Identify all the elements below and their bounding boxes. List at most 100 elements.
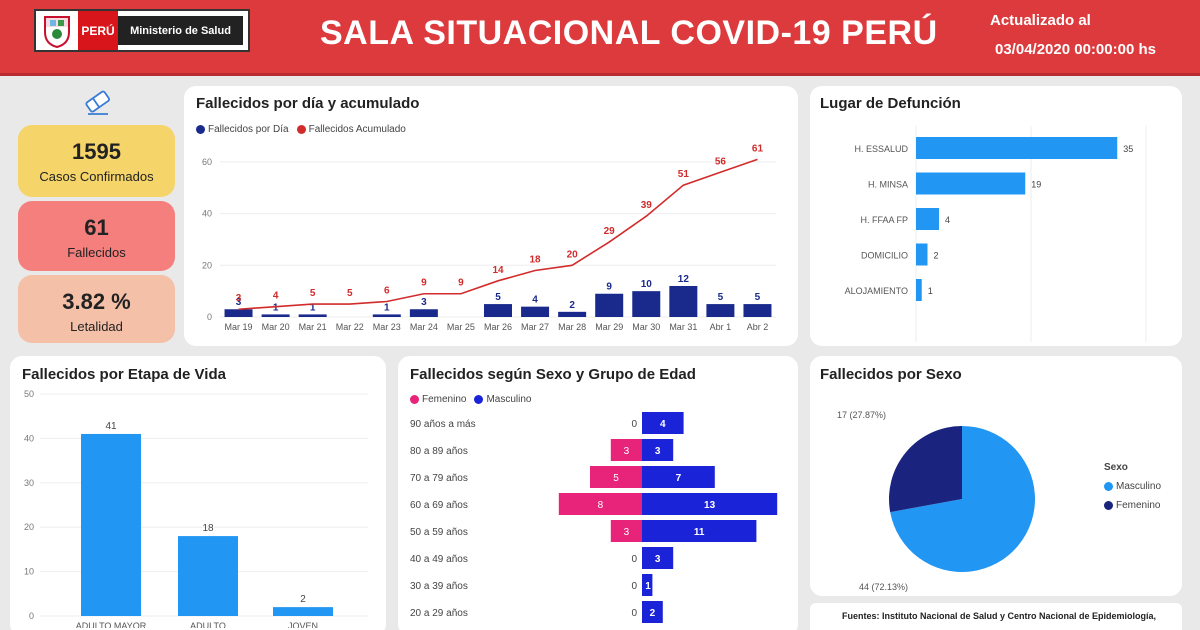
daily-bar	[224, 309, 253, 317]
y-tick-label: 30	[24, 478, 34, 488]
daily-bar	[298, 314, 327, 317]
place-bar	[916, 172, 1026, 195]
x-tick-label: Mar 21	[299, 322, 327, 332]
brand-ministry: Ministerio de Salud	[118, 16, 243, 45]
cumulative-data-label: 61	[752, 143, 764, 154]
legend-cumulative-label: Fallecidos Acumulado	[308, 124, 406, 135]
female-data-label: 8	[598, 500, 604, 511]
legend-femenino[interactable]: Femenino	[410, 394, 466, 405]
age-group-label: 60 a 69 años	[410, 500, 468, 511]
sex-legend-masculino-label: Masculino	[1116, 481, 1162, 492]
legend-masculino[interactable]: Masculino	[474, 394, 532, 405]
daily-data-label: 5	[755, 292, 761, 303]
male-data-label: 11	[694, 527, 705, 538]
life-stage-panel: Fallecidos por Etapa de Vida 0 10 20 30 40 50…	[10, 356, 386, 630]
category-label: DOMICILIO	[861, 251, 908, 261]
male-bar	[642, 574, 653, 596]
sex-pie-chart: 44 (72.13%) 17 (27.87%)	[837, 410, 1035, 592]
pie-slice	[890, 426, 1035, 572]
x-tick-label: ADULTO	[190, 621, 226, 628]
x-tick-label: Mar 25	[447, 322, 475, 332]
cumulative-data-label: 56	[715, 156, 727, 167]
life-data-label: 18	[202, 523, 214, 534]
place-bar	[916, 137, 1118, 159]
male-data-label: 13	[704, 500, 716, 511]
y-tick-label: 20	[24, 522, 34, 532]
daily-bar	[743, 304, 772, 317]
sex-age-title: Fallecidos según Sexo y Grupo de Edad	[410, 366, 696, 383]
sex-title: Fallecidos por Sexo	[820, 366, 962, 383]
y-tick-label: 10	[24, 567, 34, 577]
daily-deaths-legend: Fallecidos por Día Fallecidos Acumulado	[196, 124, 406, 135]
y-tick-label: 50	[24, 389, 34, 399]
life-bar	[178, 536, 238, 616]
updated-label: Actualizado al	[990, 12, 1091, 29]
legend-femenino-label: Femenino	[422, 394, 467, 405]
category-label: H. FFAA FP	[860, 215, 908, 225]
life-stage-chart: 0 10 20 30 40 50 41 ADULTO MAYOR 18 ADULTO 2 JOVEN	[24, 389, 368, 628]
daily-bar	[484, 304, 512, 317]
female-bar	[610, 520, 642, 542]
cumulative-data-label: 39	[641, 200, 653, 211]
x-tick-label: Mar 26	[484, 322, 512, 332]
legend-cumulative[interactable]: Fallecidos Acumulado	[296, 124, 406, 135]
cumulative-data-label: 18	[530, 254, 542, 265]
coat-of-arms-icon	[36, 11, 78, 50]
x-tick-label: Mar 28	[558, 322, 586, 332]
daily-data-label: 5	[718, 292, 724, 303]
daily-data-label: 9	[606, 282, 612, 293]
male-bar	[642, 439, 674, 461]
cumulative-line	[238, 158, 758, 311]
pie-data-label: 17 (27.87%)	[837, 410, 886, 420]
age-group-label: 50 a 59 años	[410, 527, 468, 538]
category-label: H. ESSALUD	[854, 144, 908, 154]
legend-daily[interactable]: Fallecidos por Día	[196, 124, 289, 135]
x-tick-label: Mar 24	[410, 322, 438, 332]
female-data-label: 3	[624, 527, 630, 538]
pie-slice	[889, 426, 962, 513]
daily-data-label: 5	[495, 292, 501, 303]
daily-bar	[558, 311, 587, 317]
male-bar	[642, 412, 684, 434]
sources-text: Fuentes: Instituto Nacional de Salud y C…	[842, 611, 1157, 621]
female-data-label: 5	[613, 473, 619, 484]
daily-data-label: 1	[384, 302, 390, 313]
daily-bar	[595, 293, 624, 317]
age-group-label: 20 a 29 años	[410, 608, 468, 619]
daily-data-label: 3	[421, 297, 427, 308]
place-bar	[916, 243, 928, 266]
male-bar	[642, 520, 757, 542]
male-data-label: 2	[650, 608, 656, 619]
age-group-label: 30 a 39 años	[410, 581, 468, 592]
daily-data-label: 1	[310, 302, 316, 313]
place-data-label: 4	[945, 215, 950, 225]
daily-data-label: 12	[678, 274, 690, 285]
male-bar	[642, 601, 663, 623]
sex-legend-femenino[interactable]: Femenino	[1104, 496, 1161, 515]
female-bar	[590, 466, 642, 488]
male-bar	[642, 466, 715, 488]
daily-bar	[706, 304, 735, 317]
sex-legend: Sexo Masculino Femenino	[1104, 458, 1161, 515]
kpi-lethality-label: Letalidad	[70, 319, 123, 334]
kpi-deaths-value: 61	[84, 215, 109, 240]
place-of-death-title: Lugar de Defunción	[820, 95, 961, 112]
cumulative-data-label: 51	[678, 169, 690, 180]
place-data-label: 19	[1031, 180, 1041, 190]
page-title: SALA SITUACIONAL COVID-19 PERÚ	[320, 14, 938, 52]
place-bar	[916, 208, 939, 230]
eraser-icon[interactable]	[82, 88, 114, 116]
sex-age-panel: Fallecidos según Sexo y Grupo de Edad Fe…	[398, 356, 798, 630]
y-tick-label: 40	[24, 433, 34, 443]
daily-data-label: 1	[273, 302, 279, 313]
x-tick-label: Mar 31	[669, 322, 697, 332]
brand-peru: PERÚ	[78, 11, 118, 50]
kpi-confirmed-label: Casos Confirmados	[39, 169, 154, 184]
male-data-label: 1	[645, 581, 651, 592]
sex-legend-masculino[interactable]: Masculino	[1104, 477, 1161, 496]
kpi-confirmed-value: 1595	[72, 139, 121, 164]
sex-legend-title: Sexo	[1104, 462, 1128, 473]
y-tick-label: 20	[202, 260, 212, 270]
male-bar	[642, 493, 778, 515]
